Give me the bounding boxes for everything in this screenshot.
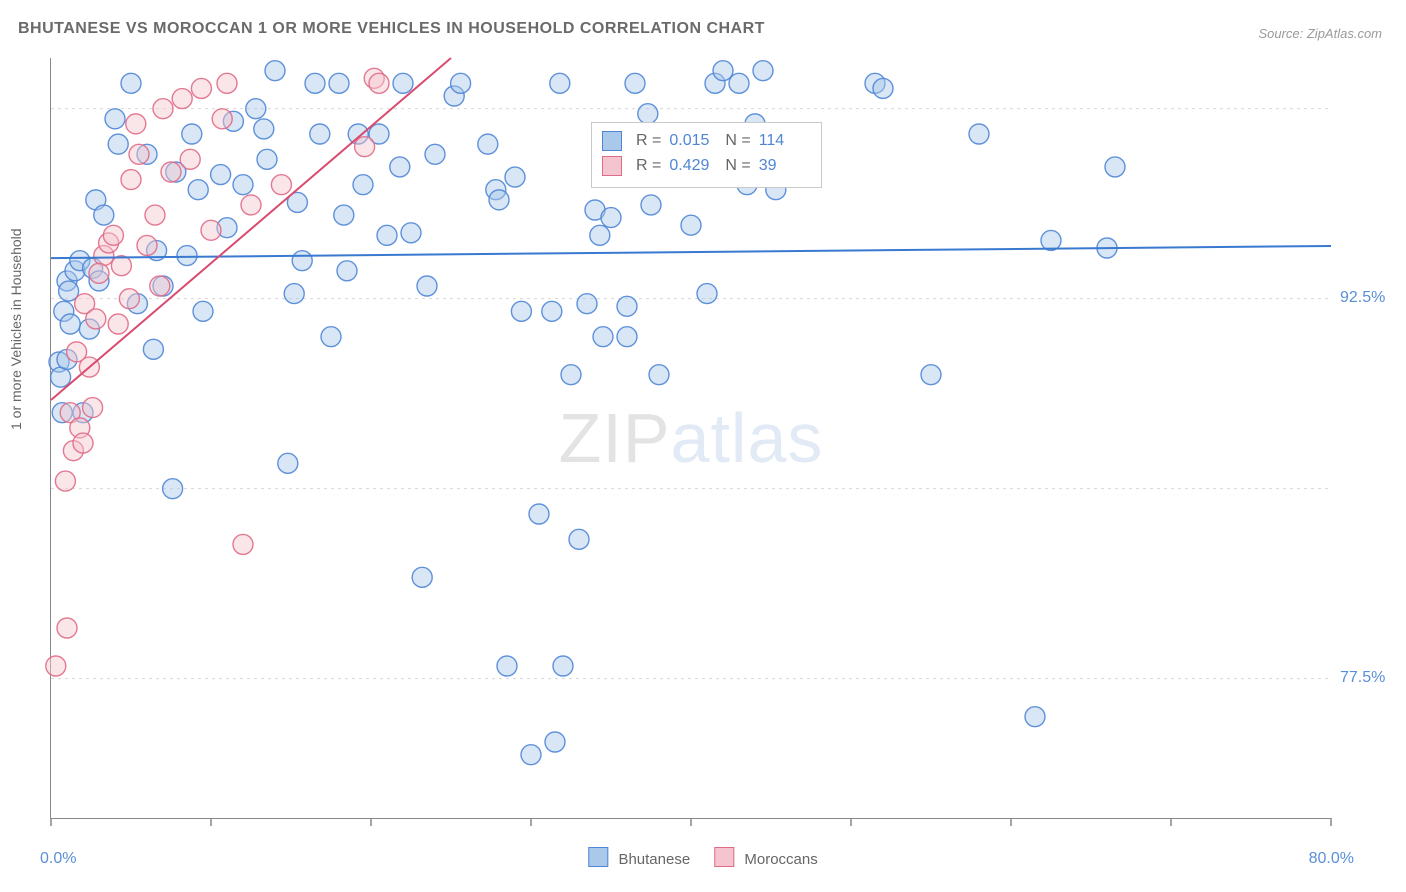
legend-stats-box: R = 0.015 N = 114 R = 0.429 N = 39 [591,122,822,188]
y-axis-label: 1 or more Vehicles in Household [8,228,24,430]
plot-area: ZIPatlas R = 0.015 N = 114 R = 0.429 N =… [50,58,1331,819]
legend-swatch-blue [602,131,622,151]
legend-bhutanese-label: Bhutanese [618,851,690,868]
y-tick-label: 92.5% [1340,289,1385,307]
x-axis-max-label: 80.0% [1309,850,1354,868]
legend-bottom: Bhutanese Moroccans [588,847,817,868]
legend-n-label: N = [725,129,750,154]
y-tick-label: 77.5% [1340,669,1385,687]
legend-r-label: R = [636,154,661,179]
legend-n-value-blue: 114 [759,129,807,154]
legend-item-bhutanese: Bhutanese [588,847,690,868]
x-axis-min-label: 0.0% [40,850,76,868]
legend-stats-row: R = 0.429 N = 39 [602,154,807,179]
chart-container: BHUTANESE VS MOROCCAN 1 OR MORE VEHICLES… [0,0,1406,892]
legend-r-label: R = [636,129,661,154]
legend-swatch-pink [602,156,622,176]
swatch-icon [714,847,734,867]
legend-n-value-pink: 39 [759,154,807,179]
source-label: Source: ZipAtlas.com [1258,26,1382,41]
legend-r-value-pink: 0.429 [669,154,717,179]
legend-r-value-blue: 0.015 [669,129,717,154]
legend-moroccans-label: Moroccans [744,851,817,868]
legend-stats-row: R = 0.015 N = 114 [602,129,807,154]
chart-title: BHUTANESE VS MOROCCAN 1 OR MORE VEHICLES… [18,20,765,38]
legend-n-label: N = [725,154,750,179]
swatch-icon [588,847,608,867]
legend-item-moroccans: Moroccans [714,847,818,868]
